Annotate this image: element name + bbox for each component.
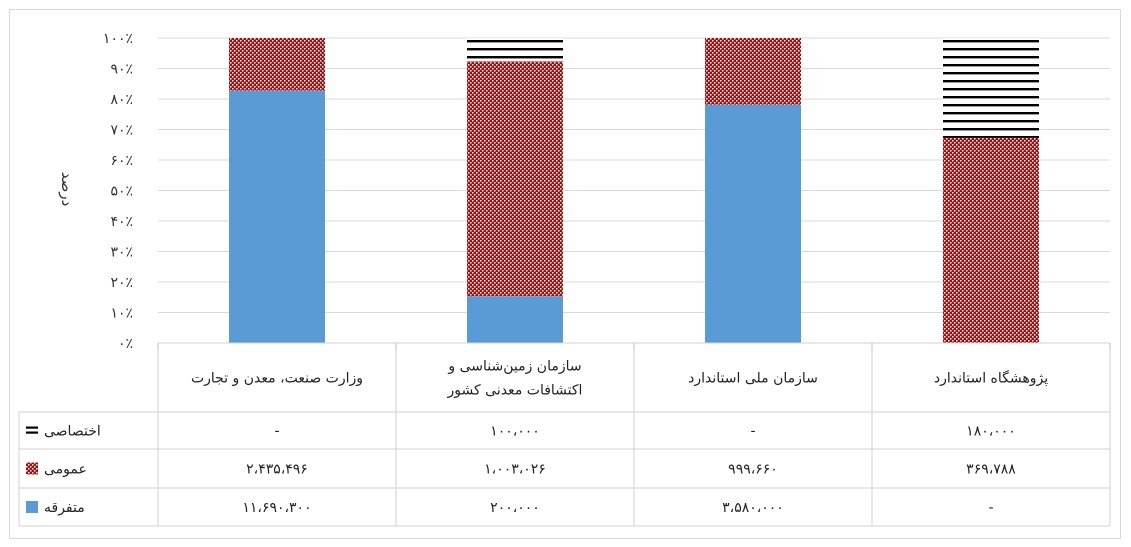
data-table-cell: -: [988, 500, 993, 516]
legend-key: [26, 426, 38, 429]
category-label: پژوهشگاه استاندارد: [934, 370, 1048, 387]
category-label: اکتشافات معدنی کشور: [447, 383, 583, 399]
bar-segment: [705, 104, 801, 343]
y-tick-label: ۴۰٪: [110, 214, 133, 230]
bar-segment: [943, 137, 1039, 343]
bar-segment: [467, 38, 563, 62]
bar-segment: [229, 90, 325, 343]
data-table-cell: ۱۰۰،۰۰۰: [490, 424, 540, 440]
bar-segment: [467, 296, 563, 343]
y-tick-label: ۱۰۰٪: [103, 31, 133, 47]
category-label: وزارت صنعت، معدن و تجارت: [191, 371, 363, 387]
y-tick-label: ۹۰٪: [110, 62, 133, 78]
y-tick-label: ۶۰٪: [110, 153, 133, 169]
legend-key: [26, 462, 38, 475]
bar-segment: [943, 38, 1039, 138]
data-table-cell: -: [274, 424, 279, 440]
data-table-cell: -: [750, 424, 755, 440]
y-tick-label: ۰٪: [118, 336, 133, 352]
legend-key: [26, 431, 38, 434]
data-table-cell: ۹۹۹،۶۶۰: [728, 462, 778, 478]
y-tick-label: ۵۰٪: [110, 184, 133, 200]
data-table-cell: ۱۸۰،۰۰۰: [966, 424, 1016, 440]
y-tick-label: ۸۰٪: [110, 92, 133, 108]
category-label: سازمان ملی استاندارد: [688, 371, 818, 387]
legend-label: اختصاصی: [44, 424, 101, 440]
bar-segment: [467, 61, 563, 297]
bar-segment: [705, 38, 801, 105]
data-table-cell: ۱،۰۰۳،۰۲۶: [484, 462, 546, 478]
y-tick-label: ۲۰٪: [110, 275, 133, 291]
data-table-cell: ۳،۵۸۰،۰۰۰: [722, 500, 784, 516]
data-table-cell: ۳۶۹،۷۸۸: [966, 462, 1016, 478]
legend-label: متفرقه: [44, 500, 85, 516]
legend-key: [26, 501, 38, 513]
category-label: سازمان زمین‌شناسی و: [447, 359, 581, 375]
y-tick-label: ۳۰٪: [110, 245, 133, 261]
y-tick-label: ۱۰٪: [110, 306, 133, 322]
bar-segment: [229, 38, 325, 91]
y-tick-label: ۷۰٪: [110, 123, 133, 139]
data-table-cell: ۲۰۰،۰۰۰: [490, 500, 540, 516]
legend-label: عمومی: [44, 462, 87, 478]
data-table-cell: ۱۱،۶۹۰،۳۰۰: [242, 500, 311, 516]
chart-frame: [9, 9, 1121, 539]
y-axis-label: درصد: [58, 172, 76, 207]
data-table-cell: ۲،۴۳۵،۴۹۶: [246, 462, 308, 478]
